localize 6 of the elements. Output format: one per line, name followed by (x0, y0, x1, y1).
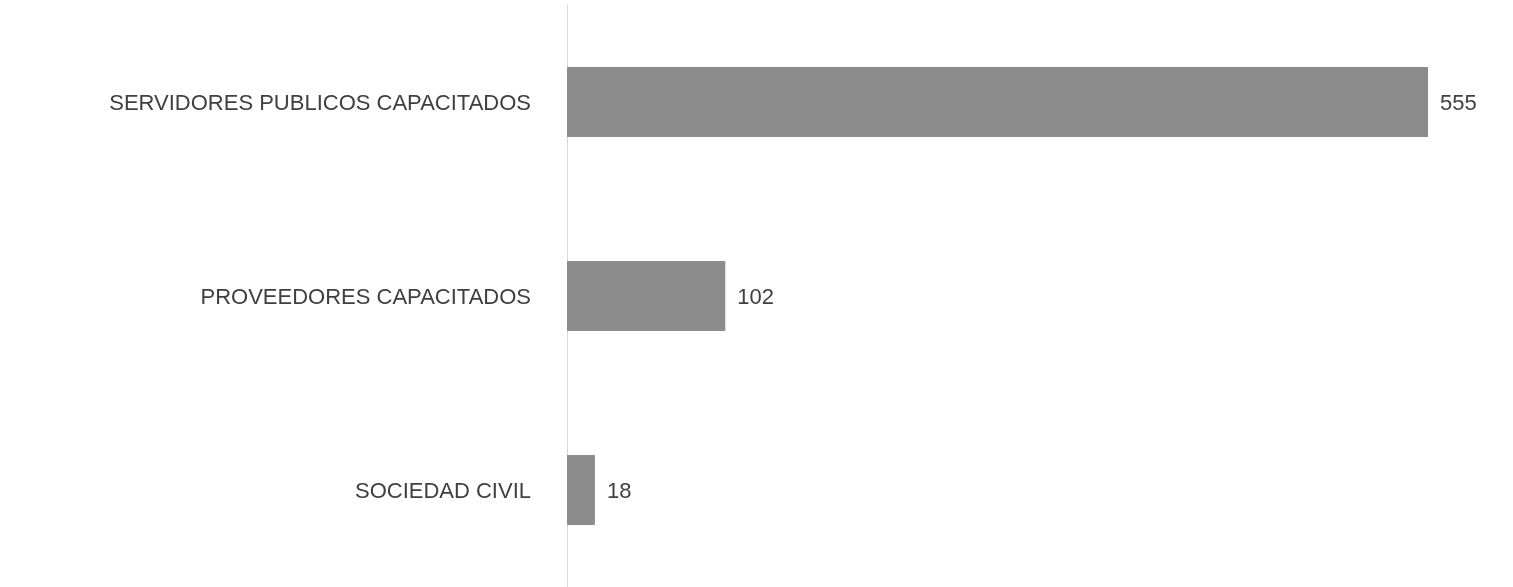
y-tick-label: SERVIDORES PUBLICOS CAPACITADOS (109, 89, 531, 115)
y-tick-label: PROVEEDORES CAPACITADOS (200, 283, 531, 309)
data-label: 102 (737, 283, 774, 309)
y-tick-label: SOCIEDAD CIVIL (354, 477, 531, 503)
data-label: 555 (1440, 89, 1477, 115)
data-label: 18 (606, 477, 632, 503)
